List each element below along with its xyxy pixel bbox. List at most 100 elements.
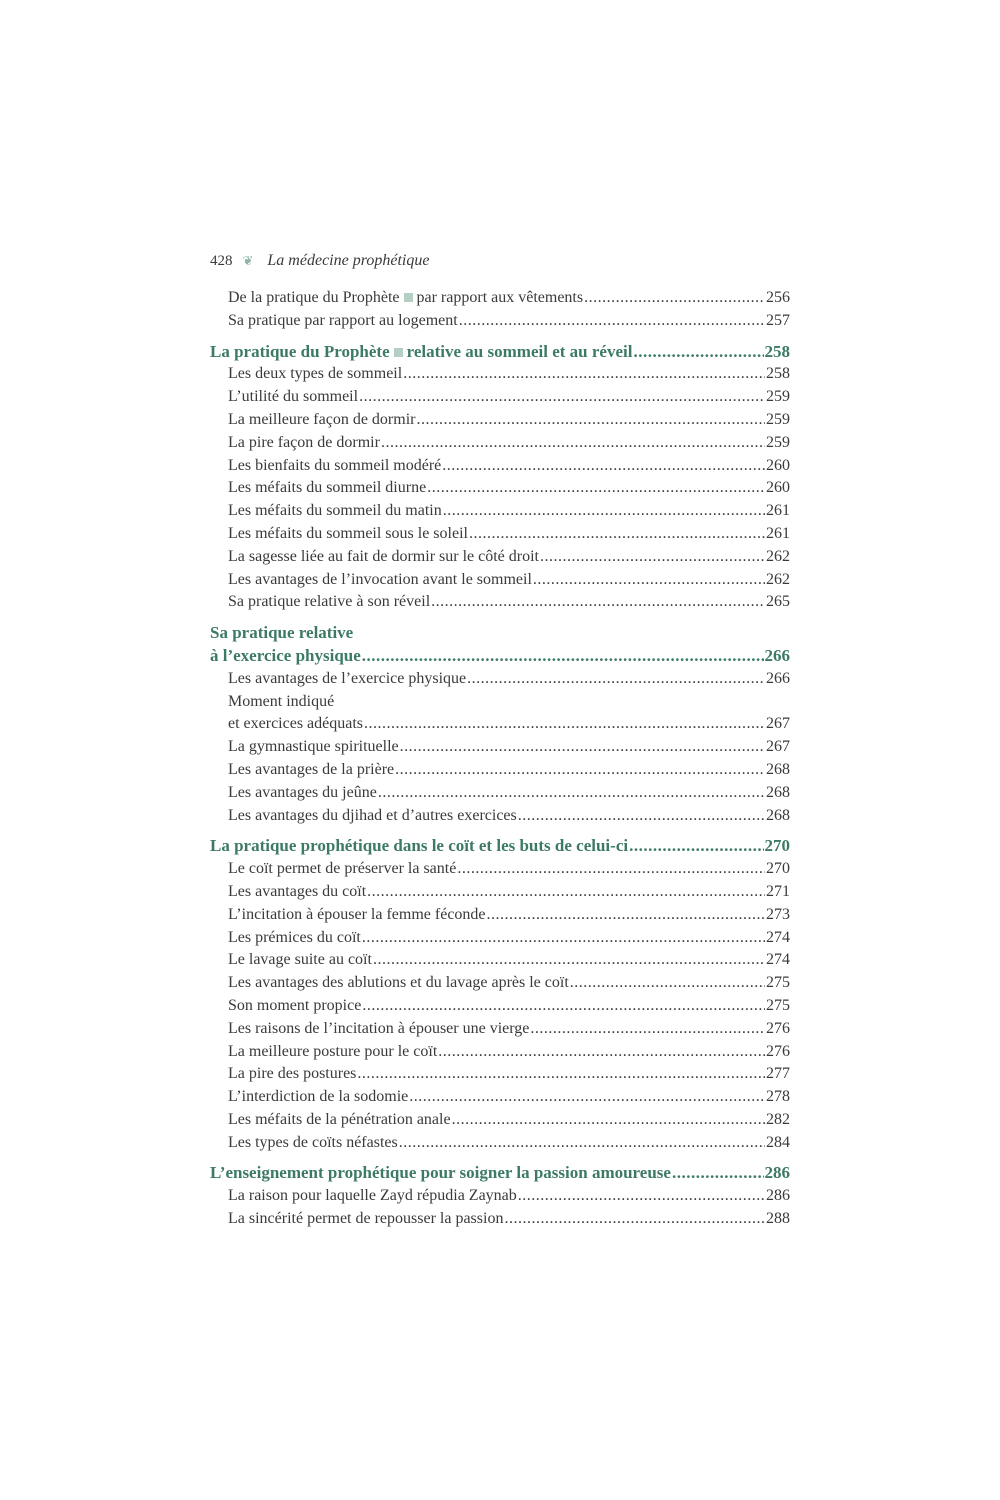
entry-text: Son moment propice — [228, 996, 362, 1014]
leaf-ornament-icon: ❦ — [242, 253, 254, 268]
page-number: 428 — [210, 252, 233, 269]
dot-leader — [633, 341, 763, 364]
entry-text: Les méfaits du sommeil du matin — [228, 502, 442, 520]
toc-entry[interactable]: La meilleure façon de dormir 259 — [210, 409, 790, 432]
entry-text: L’incitation à épouser la femme féconde — [228, 905, 486, 923]
toc-entry[interactable]: Son moment propice 275 — [210, 995, 790, 1018]
dot-leader — [518, 1185, 765, 1208]
dot-leader — [362, 995, 765, 1018]
toc-entry[interactable]: Le coït permet de préserver la santé 270 — [210, 858, 790, 881]
dot-leader — [443, 500, 765, 523]
toc-entry[interactable]: Les avantages du coït 271 — [210, 881, 790, 904]
toc-entry[interactable]: Les prémices du coït 274 — [210, 927, 790, 950]
page-ref: 275 — [766, 996, 790, 1014]
entry-title: La raison pour laquelle Zayd répudia Zay… — [228, 1185, 517, 1208]
entry-title: L’enseignement prophétique pour soigner … — [210, 1162, 671, 1185]
dot-leader — [359, 386, 765, 409]
entry-title: Les types de coïts néfastes — [228, 1132, 398, 1155]
toc-entry[interactable]: Sa pratique par rapport au logement 257 — [210, 310, 790, 333]
entry-text-continued: relative au sommeil et au réveil — [406, 341, 633, 361]
toc-entry[interactable]: La pire façon de dormir 259 — [210, 432, 790, 455]
entry-text: La pratique du Prophète — [210, 341, 390, 361]
toc-entry[interactable]: Les avantages de l’invocation avant le s… — [210, 569, 790, 592]
toc-entry[interactable]: La meilleure posture pour le coït 276 — [210, 1041, 790, 1064]
dot-leader — [362, 927, 765, 950]
page-ref: 257 — [766, 311, 790, 329]
entry-title: Les avantages du djihad et d’autres exer… — [228, 805, 517, 828]
toc-entry[interactable]: La pire des postures 277 — [210, 1063, 790, 1086]
entry-title: Les raisons de l’incitation à épouser un… — [228, 1018, 529, 1041]
entry-text: Les raisons de l’incitation à épouser un… — [228, 1019, 530, 1037]
toc-entry[interactable]: Les méfaits du sommeil diurne 260 — [210, 477, 790, 500]
toc-section-heading[interactable]: à l’exercice physique 266 — [210, 645, 790, 668]
entry-text: De la pratique du Prophète — [228, 289, 400, 306]
page-ref: 267 — [766, 738, 790, 756]
entry-title: L’incitation à épouser la femme féconde — [228, 904, 486, 927]
page-ref: 260 — [766, 479, 790, 497]
page-ref: 258 — [764, 341, 791, 361]
entry-text: Le coït permet de préserver la santé — [228, 860, 457, 878]
toc-entry[interactable]: La gymnastique spirituelle 267 — [210, 736, 790, 759]
entry-text: à l’exercice physique — [210, 645, 361, 665]
entry-title: Son moment propice — [228, 995, 361, 1018]
entry-text: Les avantages de la prière — [228, 760, 395, 778]
toc-section-heading[interactable]: La pratique prophétique dans le coït et … — [210, 835, 790, 858]
toc-entry[interactable]: Les avantages de la prière 268 — [210, 759, 790, 782]
toc-entry[interactable]: L’utilité du sommeil 259 — [210, 386, 790, 409]
entry-title: Les avantages des ablutions et du lavage… — [228, 972, 569, 995]
toc-entry[interactable]: La sagesse liée au fait de dormir sur le… — [210, 546, 790, 569]
dot-leader — [540, 546, 765, 569]
entry-title: Les méfaits de la pénétration anale — [228, 1109, 451, 1132]
entry-text: La raison pour laquelle Zayd répudia Zay… — [228, 1187, 517, 1205]
entry-title: Les prémices du coït — [228, 927, 361, 950]
toc-section-heading[interactable]: L’enseignement prophétique pour soigner … — [210, 1162, 790, 1185]
toc-entry[interactable]: Les méfaits du sommeil du matin 261 — [210, 500, 790, 523]
entry-text: Les types de coïts néfastes — [228, 1133, 398, 1151]
toc-entry[interactable]: Les deux types de sommeil 258 — [210, 363, 790, 386]
toc-entry[interactable]: Sa pratique relative à son réveil 265 — [210, 591, 790, 614]
toc-entry[interactable]: L’interdiction de la sodomie 278 — [210, 1086, 790, 1109]
toc-entry[interactable]: Le lavage suite au coït 274 — [210, 949, 790, 972]
dot-leader — [364, 713, 765, 736]
page-ref: 268 — [766, 806, 790, 824]
toc-entry[interactable]: Les avantages du djihad et d’autres exer… — [210, 805, 790, 828]
entry-title: La sagesse liée au fait de dormir sur le… — [228, 546, 539, 569]
running-header: 428 ❦ La médecine prophétique — [210, 252, 429, 270]
toc-entry[interactable]: Les méfaits du sommeil sous le soleil 261 — [210, 523, 790, 546]
entry-title: Les avantages de l’exercice physique — [228, 668, 466, 691]
toc-entry[interactable]: Les types de coïts néfastes 284 — [210, 1132, 790, 1155]
toc-entry[interactable]: et exercices adéquats 267 — [210, 713, 790, 736]
page-ref: 262 — [766, 547, 790, 565]
page-ref: 261 — [766, 524, 790, 542]
page-ref: 267 — [766, 715, 790, 733]
page-ref: 273 — [766, 905, 790, 923]
page-ref: 265 — [766, 593, 790, 611]
entry-title: La gymnastique spirituelle — [228, 736, 399, 759]
page-ref: 270 — [764, 836, 791, 856]
toc-entry[interactable]: Les méfaits de la pénétration anale 282 — [210, 1109, 790, 1132]
page-ref: 278 — [766, 1088, 790, 1106]
dot-leader — [629, 835, 763, 858]
toc-entry[interactable]: La raison pour laquelle Zayd répudia Zay… — [210, 1185, 790, 1208]
toc-entry[interactable]: L’incitation à épouser la femme féconde 2… — [210, 904, 790, 927]
dot-leader — [357, 1063, 765, 1086]
entry-text: La pire façon de dormir — [228, 433, 380, 451]
toc-section-heading[interactable]: La pratique du Prophète relative au somme… — [210, 341, 790, 364]
entry-text: Les bienfaits du sommeil modéré — [228, 456, 442, 474]
toc-entry[interactable]: La sincérité permet de repousser la pass… — [210, 1208, 790, 1231]
entry-title: Les avantages du jeûne — [228, 782, 377, 805]
toc-entry[interactable]: Les bienfaits du sommeil modéré 260 — [210, 455, 790, 478]
toc-entry[interactable]: Les avantages de l’exercice physique 266 — [210, 668, 790, 691]
entry-text: La meilleure posture pour le coït — [228, 1042, 438, 1060]
dot-leader — [469, 523, 765, 546]
page-ref: 260 — [766, 456, 790, 474]
toc-entry[interactable]: De la pratique du Prophète par rapport au… — [210, 287, 790, 310]
toc-entry[interactable]: Les raisons de l’incitation à épouser un… — [210, 1018, 790, 1041]
toc-entry[interactable]: Les avantages des ablutions et du lavage… — [210, 972, 790, 995]
page-ref: 258 — [766, 365, 790, 383]
toc-entry[interactable]: Les avantages du jeûne 268 — [210, 782, 790, 805]
dot-leader — [378, 782, 765, 805]
entry-title: La pire des postures — [228, 1063, 356, 1086]
entry-text: Les deux types de sommeil — [228, 365, 403, 383]
page-ref: 261 — [766, 502, 790, 520]
